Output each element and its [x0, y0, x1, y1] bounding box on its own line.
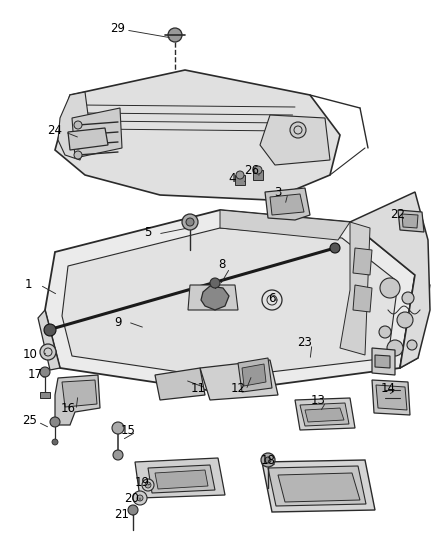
Circle shape — [402, 292, 414, 304]
Polygon shape — [201, 286, 229, 310]
Text: 20: 20 — [124, 491, 139, 505]
Polygon shape — [260, 115, 330, 165]
Text: 8: 8 — [218, 259, 226, 271]
Polygon shape — [135, 458, 225, 498]
Polygon shape — [188, 285, 238, 310]
Circle shape — [210, 278, 220, 288]
Polygon shape — [55, 375, 100, 425]
Circle shape — [50, 417, 60, 427]
Circle shape — [40, 367, 50, 377]
Text: 17: 17 — [28, 368, 42, 382]
Text: 5: 5 — [144, 225, 152, 238]
Circle shape — [254, 166, 262, 174]
Polygon shape — [305, 408, 344, 422]
Circle shape — [113, 450, 123, 460]
Polygon shape — [372, 348, 395, 375]
Polygon shape — [402, 214, 418, 228]
Text: 26: 26 — [244, 164, 259, 176]
Circle shape — [74, 131, 82, 139]
Polygon shape — [200, 360, 278, 400]
Text: 19: 19 — [134, 475, 149, 489]
Circle shape — [236, 171, 244, 179]
Polygon shape — [155, 470, 208, 489]
Text: 13: 13 — [311, 393, 325, 407]
Circle shape — [290, 122, 306, 138]
Circle shape — [186, 218, 194, 226]
Polygon shape — [265, 188, 310, 220]
Polygon shape — [278, 473, 360, 502]
Circle shape — [44, 324, 56, 336]
Circle shape — [397, 312, 413, 328]
Circle shape — [379, 326, 391, 338]
Polygon shape — [400, 275, 430, 368]
Text: 9: 9 — [114, 316, 122, 328]
Circle shape — [74, 151, 82, 159]
Circle shape — [133, 491, 147, 505]
Polygon shape — [55, 70, 340, 200]
Text: 11: 11 — [191, 382, 205, 394]
Text: 14: 14 — [381, 382, 396, 394]
Circle shape — [142, 479, 154, 491]
Polygon shape — [353, 285, 372, 312]
Circle shape — [265, 457, 271, 463]
Polygon shape — [376, 385, 407, 410]
Text: 6: 6 — [268, 292, 276, 304]
Polygon shape — [58, 92, 90, 160]
Text: 22: 22 — [391, 208, 406, 222]
Polygon shape — [350, 192, 430, 368]
Text: 3: 3 — [274, 187, 282, 199]
Polygon shape — [262, 460, 375, 512]
Polygon shape — [155, 368, 205, 400]
Text: 23: 23 — [297, 335, 312, 349]
Text: 29: 29 — [110, 21, 126, 35]
Circle shape — [112, 422, 124, 434]
Circle shape — [261, 453, 275, 467]
Circle shape — [74, 141, 82, 149]
Text: 24: 24 — [47, 124, 63, 136]
Text: 12: 12 — [230, 382, 246, 394]
Polygon shape — [62, 228, 398, 378]
Polygon shape — [295, 398, 355, 430]
Polygon shape — [45, 210, 415, 392]
Polygon shape — [340, 222, 370, 355]
Polygon shape — [38, 310, 60, 370]
Text: 25: 25 — [23, 414, 37, 426]
Circle shape — [168, 28, 182, 42]
Polygon shape — [242, 364, 266, 386]
Text: 18: 18 — [261, 454, 276, 466]
Polygon shape — [72, 108, 122, 158]
Circle shape — [380, 278, 400, 298]
Circle shape — [52, 439, 58, 445]
Polygon shape — [398, 210, 424, 232]
Polygon shape — [238, 358, 272, 392]
Polygon shape — [68, 128, 108, 150]
Polygon shape — [375, 355, 390, 368]
Polygon shape — [300, 403, 349, 426]
Polygon shape — [220, 210, 350, 240]
Polygon shape — [148, 465, 215, 493]
Text: 21: 21 — [114, 507, 130, 521]
Circle shape — [137, 495, 143, 501]
Text: 1: 1 — [24, 279, 32, 292]
Text: 16: 16 — [60, 401, 75, 415]
Circle shape — [145, 482, 151, 488]
Polygon shape — [40, 392, 50, 398]
Polygon shape — [235, 175, 245, 185]
Circle shape — [330, 243, 340, 253]
Circle shape — [128, 505, 138, 515]
Circle shape — [74, 121, 82, 129]
Polygon shape — [268, 466, 366, 506]
Circle shape — [40, 344, 56, 360]
Circle shape — [407, 340, 417, 350]
Circle shape — [387, 340, 403, 356]
Polygon shape — [62, 380, 97, 407]
Text: 15: 15 — [120, 424, 135, 437]
Polygon shape — [270, 194, 304, 215]
Circle shape — [182, 214, 198, 230]
Polygon shape — [372, 380, 410, 415]
Polygon shape — [353, 248, 372, 275]
Text: 10: 10 — [23, 349, 37, 361]
Text: 4: 4 — [228, 172, 236, 184]
Polygon shape — [253, 170, 263, 180]
